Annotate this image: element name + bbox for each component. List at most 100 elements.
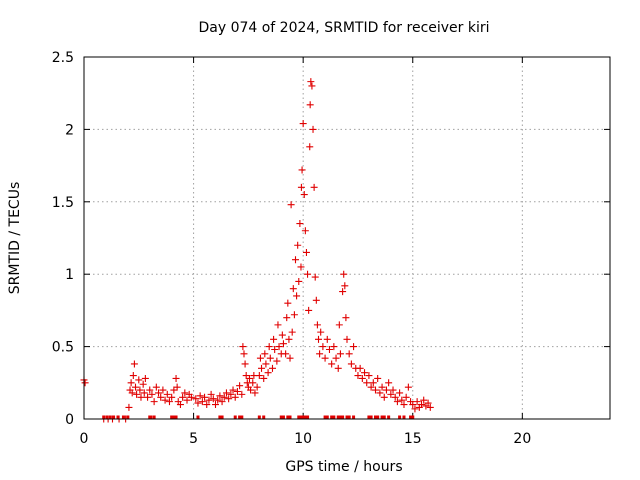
zero-marker [240, 415, 244, 419]
zero-marker [352, 415, 356, 419]
data-point [152, 383, 160, 391]
data-point [289, 285, 297, 293]
data-point [155, 389, 163, 397]
data-point [347, 360, 355, 368]
data-point [268, 364, 276, 372]
zero-marker [105, 415, 109, 419]
data-point [216, 392, 224, 400]
data-point [307, 78, 315, 86]
data-point [371, 386, 379, 394]
data-point [328, 360, 336, 368]
data-point [340, 270, 348, 278]
zero-marker [218, 415, 222, 419]
data-point [203, 401, 211, 409]
data-point [400, 401, 408, 409]
data-point [306, 101, 314, 109]
data-point [288, 328, 296, 336]
zero-marker [238, 415, 242, 419]
data-point [271, 345, 279, 353]
x-tick-label: 20 [513, 431, 531, 447]
data-point [345, 350, 353, 358]
data-point [312, 296, 320, 304]
data-point [317, 328, 325, 336]
data-point [378, 383, 386, 391]
zero-marker [152, 415, 156, 419]
data-point [315, 335, 323, 343]
zero-marker [299, 415, 303, 419]
data-point [227, 390, 235, 398]
data-point [297, 263, 305, 271]
data-point [198, 398, 206, 406]
x-axis-label: GPS time / hours [285, 459, 402, 475]
data-point [285, 335, 293, 343]
data-point [365, 372, 373, 380]
zero-marker [281, 415, 285, 419]
data-point [266, 354, 274, 362]
data-point [330, 343, 338, 351]
y-tick-label: 0 [65, 412, 74, 428]
data-point [207, 390, 215, 398]
data-point [165, 398, 173, 406]
zero-marker [345, 415, 349, 419]
data-point [258, 364, 266, 372]
data-point [325, 345, 333, 353]
data-point [265, 343, 273, 351]
data-point [291, 256, 299, 264]
data-point [157, 393, 165, 401]
data-point [398, 396, 406, 404]
zero-marker [411, 415, 415, 419]
data-point [253, 383, 261, 391]
data-point [391, 393, 399, 401]
zero-marker [409, 415, 413, 419]
data-point [282, 350, 290, 358]
zero-marker [367, 415, 371, 419]
data-point [311, 273, 319, 281]
data-point [225, 395, 233, 403]
data-point [304, 270, 312, 278]
data-point [238, 390, 246, 398]
data-point [387, 390, 395, 398]
data-point [128, 389, 136, 397]
data-point [209, 395, 217, 403]
data-point [363, 379, 371, 387]
data-point [295, 277, 303, 285]
zero-marker [332, 415, 336, 419]
data-point [273, 357, 281, 365]
data-point [278, 331, 286, 339]
chart-title: Day 074 of 2024, SRMTID for receiver kir… [198, 20, 489, 36]
data-point [260, 374, 268, 382]
data-point [170, 386, 178, 394]
data-point [376, 389, 384, 397]
data-point [301, 227, 309, 235]
data-point [305, 306, 313, 314]
data-point [179, 393, 187, 401]
data-point [163, 390, 171, 398]
plot-frame [83, 56, 611, 420]
zero-marker [102, 415, 106, 419]
data-point [335, 321, 343, 329]
data-point [130, 360, 138, 368]
data-point [275, 343, 283, 351]
zero-marker [170, 415, 174, 419]
data-point [279, 340, 287, 348]
data-point [139, 380, 147, 388]
data-point [343, 335, 351, 343]
data-point [249, 379, 257, 387]
data-point [404, 383, 412, 391]
data-point [144, 393, 152, 401]
data-point [380, 393, 388, 401]
data-point [201, 393, 209, 401]
data-point [354, 372, 362, 380]
data-point [132, 383, 140, 391]
data-point [290, 311, 298, 319]
data-point [309, 125, 317, 133]
axis-ticks: 0 0.5 1 1.5 2 2.5 0 5 10 15 20 [52, 50, 610, 447]
data-point [287, 201, 295, 209]
data-point [172, 374, 180, 382]
data-point [367, 383, 375, 391]
data-point [261, 350, 269, 358]
data-point [270, 335, 278, 343]
zero-marker [373, 415, 377, 419]
data-point [286, 354, 294, 362]
